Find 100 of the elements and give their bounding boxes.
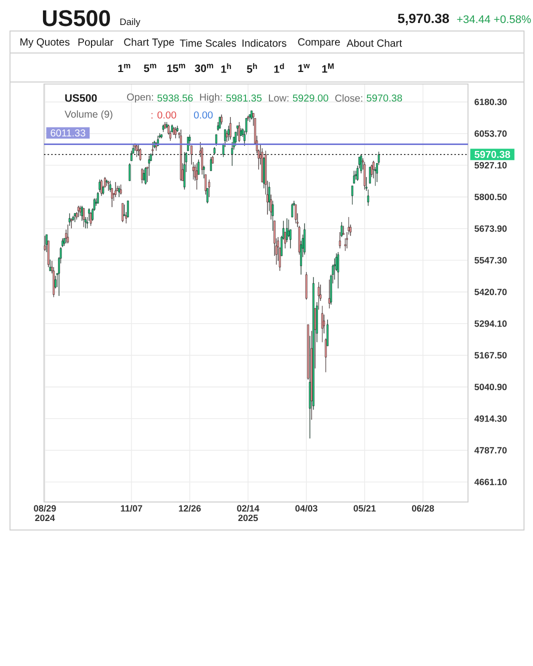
candlestick [248, 114, 251, 122]
candlestick [250, 110, 253, 120]
text: 1$^{M}$ [322, 63, 334, 73]
candlestick [128, 163, 131, 182]
candlestick [141, 168, 143, 184]
annotation: Low: [268, 94, 288, 102]
x-tick-label: 12/26 [178, 504, 201, 512]
candlestick [369, 166, 371, 184]
candlestick [229, 116, 232, 140]
candlestick [54, 276, 56, 289]
text: 15$^{m}$ [167, 64, 186, 72]
candlestick [338, 232, 341, 249]
candlestick [351, 186, 354, 205]
y-tick-label: 5800.50 [474, 194, 507, 200]
candlestick [126, 200, 129, 218]
candlestick [106, 179, 108, 186]
candlestick [63, 238, 66, 246]
candlestick [218, 116, 221, 128]
candlestick [74, 213, 76, 222]
candlestick [238, 122, 240, 142]
candlestick [202, 166, 205, 179]
candlestick [70, 218, 72, 229]
candlestick [118, 186, 120, 198]
y-tick-label: 5927.10 [474, 162, 507, 168]
text: +34.44 +0.58% [457, 15, 531, 24]
candlestick [364, 162, 366, 190]
candlestick [68, 213, 71, 226]
candlestick [370, 164, 373, 178]
candlestick [78, 206, 80, 218]
candlestick [84, 216, 86, 229]
x-tick-label: 08/29 2024 [34, 504, 56, 522]
y-tick-label: 5294.10 [474, 320, 507, 327]
text: 1$^{d}$ [274, 63, 284, 73]
x-tick-label: 11/07 [120, 504, 142, 512]
y-tick-label: 6053.70 [474, 130, 507, 137]
candlestick [374, 166, 376, 186]
candlestick [66, 224, 69, 244]
candlestick [294, 204, 297, 224]
candlestick [144, 166, 147, 185]
candlestick [215, 134, 218, 146]
y-tick-label: 4787.70 [474, 447, 507, 454]
y-tick-label: 5420.70 [474, 288, 507, 296]
candlestick [123, 204, 126, 216]
text: 5,970.38 [398, 14, 449, 26]
candlestick [291, 203, 294, 218]
candlestick [284, 232, 286, 249]
chart-title: US500 [42, 10, 110, 26]
y-tick-label: 5040.90 [474, 384, 507, 390]
ref-line-label: 5970.38 [474, 150, 510, 158]
candlestick [314, 308, 316, 369]
annotation: Volume (9) [64, 110, 112, 120]
candlestick [148, 156, 150, 176]
candlestick [372, 160, 374, 179]
text: Compare [298, 38, 340, 48]
annotation: US500 [65, 94, 97, 102]
candlestick [142, 169, 145, 182]
candlestick [82, 208, 85, 228]
ref-line-label: 6011.33 [50, 129, 86, 136]
text: Indicators [242, 39, 286, 47]
candlestick [220, 114, 222, 125]
candlestick [212, 156, 214, 164]
annotation: : 0.00 [152, 111, 176, 119]
candlestick [206, 188, 208, 204]
x-tick-label: 02/14 2025 [237, 504, 260, 522]
candlestick [342, 226, 344, 235]
candlestick [46, 234, 48, 252]
candlestick [272, 200, 274, 232]
text: 5$^{h}$ [246, 63, 257, 73]
candlestick [180, 129, 182, 182]
text: Popular [78, 38, 114, 48]
candlestick [328, 279, 330, 309]
y-tick-label: 5167.50 [474, 352, 507, 358]
candlestick [166, 122, 168, 128]
candlestick [162, 124, 164, 132]
candlestick [120, 184, 122, 195]
y-tick-label: 5673.90 [474, 225, 507, 232]
annotation: 5981.35 [226, 94, 262, 102]
candlestick [196, 163, 198, 190]
annotation: Close: [335, 94, 362, 102]
candlestick [109, 180, 112, 192]
text: 1$^{w}$ [298, 64, 310, 72]
candlestick [100, 179, 102, 196]
candlestick [184, 152, 186, 190]
candlestick [108, 180, 110, 192]
candlestick [62, 238, 64, 248]
annotation: 5970.38 [366, 94, 402, 102]
text: 1$^{m}$ [118, 64, 130, 72]
annotation: High: [200, 93, 222, 103]
x-tick-label: 05/21 [354, 504, 376, 512]
candlestick [49, 259, 52, 272]
text: Time Scales [180, 39, 236, 47]
candlestick [214, 146, 216, 155]
candlestick [340, 222, 343, 238]
candlestick [152, 142, 154, 156]
chart-subtitle: Daily [120, 18, 140, 27]
y-tick-label: 4661.10 [474, 478, 507, 486]
text: Chart Type [124, 38, 174, 48]
annotation: 0.00 [194, 111, 213, 119]
candlestick [98, 179, 101, 192]
candlestick [90, 212, 92, 226]
